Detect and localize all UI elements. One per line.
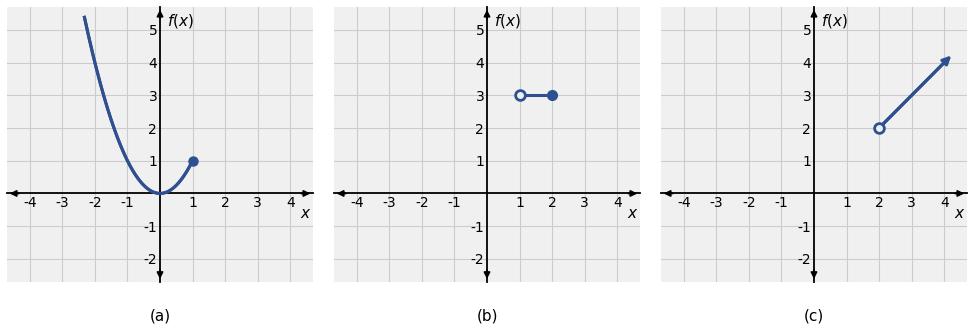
Text: $f(x)$: $f(x)$ [494,12,521,30]
Text: $f(x)$: $f(x)$ [168,12,194,30]
Text: $x$: $x$ [300,206,312,221]
Text: $x$: $x$ [954,206,965,221]
Text: $f(x)$: $f(x)$ [821,12,848,30]
Text: $x$: $x$ [627,206,638,221]
Text: (b): (b) [476,308,498,323]
Text: (c): (c) [804,308,824,323]
Text: (a): (a) [149,308,170,323]
